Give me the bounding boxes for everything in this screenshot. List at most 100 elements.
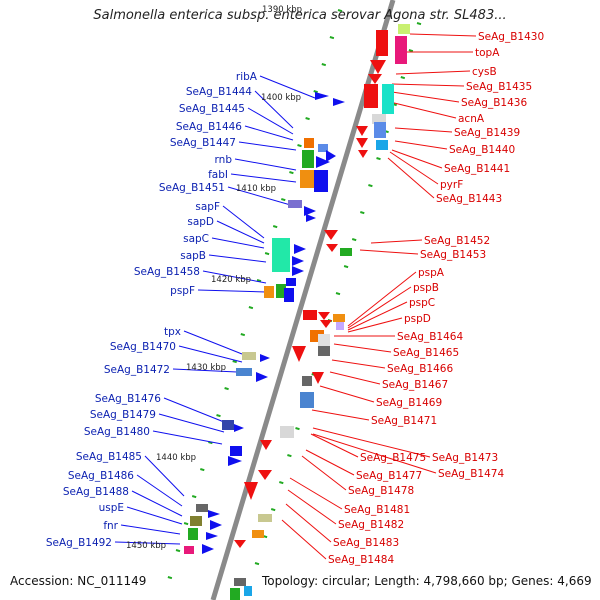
gene-arrow — [370, 60, 386, 74]
backbone-layer — [210, 0, 396, 600]
tick-mark — [408, 49, 414, 53]
leader-line — [144, 455, 185, 497]
leader-line — [347, 301, 408, 331]
gene-label-left: SeAg_B1446 — [176, 121, 242, 133]
gene-block — [236, 368, 252, 376]
gene-label-right: acnA — [458, 113, 485, 125]
gene-label-right: SeAg_B1430 — [478, 31, 544, 43]
gene-arrow — [292, 266, 304, 276]
gene-label-right: SeAg_B1466 — [387, 363, 453, 375]
gene-label-left: SeAg_B1458 — [134, 266, 200, 278]
gene-block — [364, 84, 378, 108]
gene-block — [258, 514, 272, 522]
leader-line — [247, 107, 294, 135]
tick-mark — [216, 414, 221, 418]
gene-label-left: sapD — [187, 216, 214, 228]
tick-mark — [248, 306, 254, 310]
leader-line — [114, 541, 181, 545]
leader-line — [331, 359, 386, 369]
leader-line — [329, 371, 381, 385]
leader-line — [254, 90, 294, 129]
gene-arrow — [326, 244, 338, 252]
tick-mark — [208, 441, 213, 445]
gene-label-left: SeAg_B1470 — [110, 341, 176, 353]
leader-line — [347, 317, 403, 333]
gene-label-left: SeAg_B1492 — [46, 537, 112, 549]
gene-block — [300, 170, 314, 188]
leader-line — [244, 125, 294, 141]
tick-mark — [256, 279, 262, 283]
gene-arrow — [368, 74, 382, 84]
gene-block — [222, 420, 234, 430]
tick-mark — [167, 576, 173, 580]
gene-block — [280, 426, 294, 438]
leader-line — [312, 427, 431, 458]
gene-label-right: SeAg_B1474 — [438, 468, 504, 480]
scale-label: 1390 kbp — [262, 5, 302, 15]
gene-label-left: SeAg_B1445 — [179, 103, 245, 115]
leader-line-layer — [114, 33, 477, 560]
gene-label-right: pyrF — [440, 179, 463, 191]
gene-block — [286, 278, 296, 286]
leader-line — [152, 430, 223, 445]
gene-block — [276, 284, 286, 298]
gene-arrow — [356, 126, 368, 136]
tick-mark — [281, 198, 286, 202]
gene-label-left: fabI — [208, 169, 228, 181]
gene-arrow — [234, 424, 244, 432]
gene-label-right: pspA — [418, 267, 445, 279]
leader-line — [391, 91, 460, 103]
scale-label: 1430 kbp — [186, 363, 226, 373]
gene-label-left: SeAg_B1486 — [68, 470, 134, 482]
leader-line — [208, 254, 267, 263]
tick-mark — [305, 117, 310, 121]
tick-mark — [321, 63, 327, 67]
gene-label-right: SeAg_B1465 — [393, 347, 459, 359]
gene-label-right: SeAg_B1469 — [376, 397, 442, 409]
gene-arrow — [318, 312, 330, 320]
gene-arrow — [358, 150, 368, 158]
tick-mark — [175, 549, 181, 553]
gene-label-right: SeAg_B1477 — [356, 470, 422, 482]
leader-line — [281, 519, 327, 560]
leader-line — [211, 237, 265, 249]
gene-arrow — [324, 230, 338, 240]
tick-mark — [200, 468, 205, 472]
tick-mark — [313, 90, 318, 94]
tick-mark — [416, 22, 422, 26]
gene-block — [190, 516, 202, 526]
leader-line — [202, 270, 267, 284]
tick-mark — [368, 184, 373, 188]
gene-arrow — [258, 470, 272, 480]
gene-label-left: SeAg_B1447 — [170, 137, 236, 149]
tick-mark — [232, 360, 237, 364]
gene-label-left: SeAg_B1488 — [63, 486, 129, 498]
leader-line — [136, 474, 183, 507]
gene-label-right: pspC — [409, 297, 435, 309]
genome-summary-text: Topology: circular; Length: 4,798,660 bp… — [262, 574, 592, 588]
gene-label-left: sapF — [195, 201, 220, 213]
tick-mark — [295, 427, 300, 431]
gene-block — [264, 286, 274, 298]
gene-arrow — [206, 532, 218, 540]
gene-arrow — [256, 372, 268, 382]
gene-block — [333, 314, 345, 322]
gene-arrow — [260, 354, 270, 362]
gene-label-right: cysB — [472, 66, 497, 78]
tick-mark — [343, 265, 349, 269]
gene-label-right: SeAg_B1464 — [397, 331, 463, 343]
gene-label-left: SeAg_B1479 — [90, 409, 156, 421]
tick-mark — [264, 252, 270, 256]
tick-mark — [183, 522, 189, 526]
leader-line — [394, 127, 453, 133]
gene-label-right: SeAg_B1473 — [432, 452, 498, 464]
feature-layer — [184, 24, 410, 600]
gene-block — [196, 504, 208, 512]
leader-line — [389, 151, 439, 185]
leader-line — [301, 455, 347, 491]
gene-label-left: SeAg_B1444 — [186, 86, 252, 98]
leader-line — [319, 385, 375, 403]
scale-label-layer: 1390 kbp 1400 kbp 1410 kbp 1420 kbp 1430 kbp… — [126, 5, 302, 551]
gene-arrow — [315, 92, 329, 100]
